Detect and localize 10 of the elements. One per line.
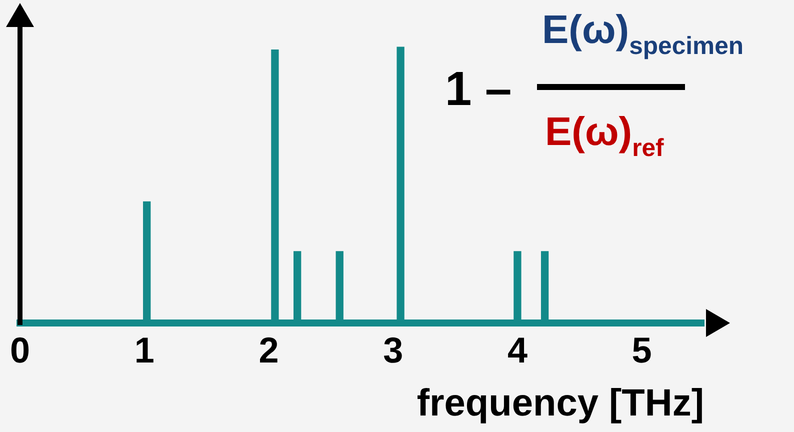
- annotation: E(ω)$_{ref}$: [545, 110, 664, 162]
- x-tick-label: 5: [632, 330, 652, 371]
- x-axis-title: frequency [THz]: [416, 382, 704, 425]
- x-tick-label: 2: [258, 330, 279, 371]
- x-tick-label: 4: [507, 330, 528, 371]
- x-tick-label: 0: [10, 330, 30, 371]
- annotation: 1 –: [445, 63, 512, 116]
- x-tick-label: 3: [383, 330, 404, 371]
- annotation: E(ω)$_{specimen}$: [542, 8, 744, 60]
- x-tick-label: 1: [134, 330, 154, 371]
